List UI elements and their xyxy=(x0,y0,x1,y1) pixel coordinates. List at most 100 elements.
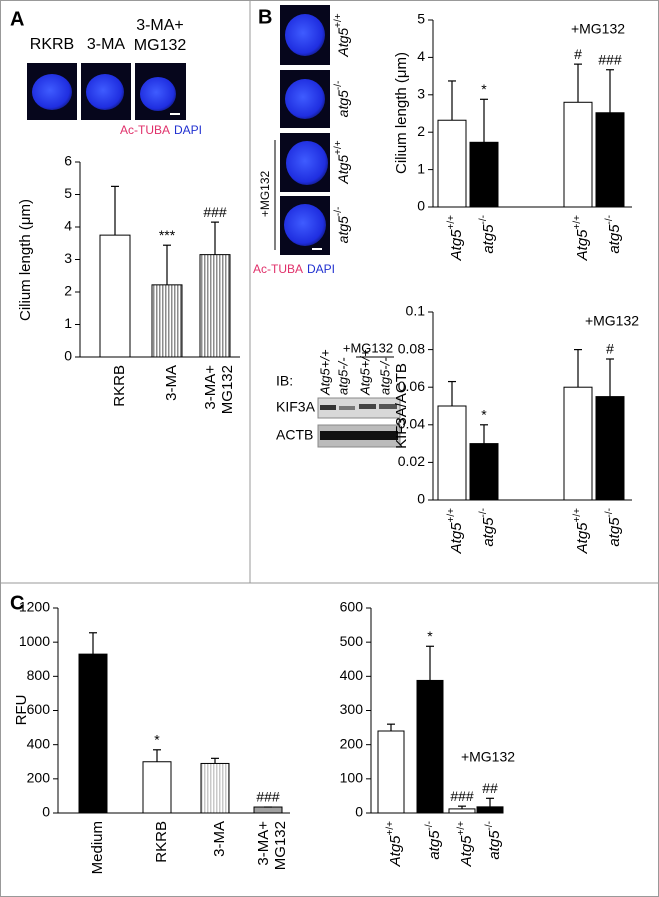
nucleus xyxy=(284,204,326,246)
western-blot: Atg5+/+ atg5-/- Atg5+/+ atg5-/- +MG132 I… xyxy=(276,340,401,448)
band xyxy=(320,431,398,440)
panel-label: B xyxy=(258,6,272,28)
y-tick-label: 4 xyxy=(417,48,425,64)
image-label: 3-MA xyxy=(87,36,126,53)
bar xyxy=(142,761,172,814)
y-axis-label: Cilium length (μm) xyxy=(393,52,410,174)
y-tick-label: 600 xyxy=(27,701,51,717)
bar xyxy=(448,808,476,814)
y-tick-label: 400 xyxy=(27,735,51,751)
bar-label: ## xyxy=(482,780,498,796)
bar xyxy=(437,119,467,208)
bar xyxy=(253,806,283,814)
annotation: +MG132 xyxy=(585,313,639,329)
bar-label: * xyxy=(481,407,487,423)
nucleus xyxy=(285,14,325,56)
x-tick-label: Atg5+/+ xyxy=(572,215,591,261)
y-axis-label: KIF3A/ACTB xyxy=(393,363,410,449)
stain-label: DAPI xyxy=(174,123,202,137)
bar xyxy=(99,234,131,358)
stain-label: DAPI xyxy=(307,262,335,276)
stain-label: Ac-TUBA xyxy=(253,262,303,276)
band xyxy=(379,404,397,409)
image-label: RKRB xyxy=(30,36,74,53)
x-tick-label: atg5-/- xyxy=(424,821,443,860)
bar xyxy=(469,443,499,501)
y-tick-label: 5 xyxy=(64,185,72,201)
bar xyxy=(563,101,593,208)
y-tick-label: 0 xyxy=(355,804,363,820)
y-tick-label: 800 xyxy=(27,667,51,683)
treatment-label: +MG132 xyxy=(343,340,393,355)
y-tick-label: 0.02 xyxy=(398,453,425,469)
bar-chart: 0 0.02 0.04 0.06 0.08 0.1 KIF3A/ACTB Atg5+/+ * at… xyxy=(393,303,639,555)
y-tick-label: 200 xyxy=(27,770,51,786)
band xyxy=(339,406,355,410)
bar-label: ### xyxy=(450,788,474,804)
image-label: atg5-/- xyxy=(333,207,351,244)
x-tick-label: Atg5+/+ xyxy=(456,821,475,867)
y-axis-label: RFU xyxy=(13,695,30,726)
y-tick-label: 0 xyxy=(64,348,72,364)
bar xyxy=(595,396,625,501)
bar-chart: 0 200 400 600 800 1000 1200 RFU Medium * RKRB 3-MA #… xyxy=(13,599,290,874)
y-tick-label: 0 xyxy=(417,491,425,507)
image-label: Atg5+/+ xyxy=(333,140,351,184)
y-tick-label: 1 xyxy=(64,315,72,331)
bar-label: # xyxy=(606,341,614,357)
y-tick-label: 0.06 xyxy=(398,378,425,394)
lane-label: Atg5+/+ xyxy=(317,349,332,396)
lane-label: Atg5+/+ xyxy=(357,349,372,396)
x-tick-label: 3-MA+MG132 xyxy=(202,365,236,414)
y-tick-label: 2 xyxy=(417,123,425,139)
x-tick-label: atg5-/- xyxy=(478,508,497,547)
x-tick-label: 3-MA xyxy=(163,365,180,401)
bar xyxy=(78,653,108,814)
nucleus xyxy=(286,141,328,185)
y-tick-label: 300 xyxy=(340,701,364,717)
micrographs-a: RKRB 3-MA 3-MA+ MG132 Ac-TUBA DAPI xyxy=(27,17,202,137)
bar-label: ### xyxy=(203,204,227,220)
x-tick-label: RKRB xyxy=(153,821,170,863)
bar xyxy=(469,141,499,208)
x-tick-label: Medium xyxy=(89,821,106,874)
x-tick-label: Atg5+/+ xyxy=(572,508,591,554)
band xyxy=(359,404,376,409)
x-tick-label: atg5-/- xyxy=(478,215,497,254)
y-tick-label: 0.1 xyxy=(406,303,426,319)
lane-label: atg5-/- xyxy=(335,357,350,395)
y-tick-label: 0 xyxy=(42,804,50,820)
y-tick-label: 3 xyxy=(64,250,72,266)
y-tick-label: 0 xyxy=(417,198,425,214)
bar-label: ### xyxy=(256,789,280,805)
bar-chart: 0 1 2 3 4 5 Cilium length (μm) Atg5+/+ * atg5-/- #… xyxy=(393,11,632,261)
bar-label: ### xyxy=(598,51,622,67)
y-tick-label: 5 xyxy=(417,11,425,27)
y-tick-label: 2 xyxy=(64,283,72,299)
blot-row-label: ACTB xyxy=(276,427,313,443)
bar xyxy=(595,112,625,208)
blot-row-label: KIF3A xyxy=(276,399,316,415)
y-tick-label: 3 xyxy=(417,86,425,102)
image-label: 3-MA+ MG132 xyxy=(134,17,187,54)
y-tick-label: 1200 xyxy=(19,599,50,615)
y-tick-label: 200 xyxy=(340,735,364,751)
y-tick-label: 6 xyxy=(64,153,72,169)
bar xyxy=(563,386,593,501)
x-tick-label: Atg5+/+ xyxy=(446,508,465,554)
y-tick-label: 500 xyxy=(340,633,364,649)
bar xyxy=(151,284,183,358)
y-tick-label: 100 xyxy=(340,770,364,786)
micrographs-b: Atg5+/+ atg5-/- Atg5+/+ atg5-/- +MG132 A… xyxy=(253,5,351,276)
bar-chart: 0 1 2 3 4 5 6 Cilium length (μm) RKRB *** 3-MA ### 3… xyxy=(17,153,240,414)
nucleus xyxy=(285,79,325,119)
bar xyxy=(416,679,444,814)
x-tick-label: Atg5+/+ xyxy=(446,215,465,261)
y-tick-label: 1 xyxy=(417,160,425,176)
y-tick-label: 1000 xyxy=(19,633,50,649)
y-tick-label: 400 xyxy=(340,667,364,683)
bar-label: * xyxy=(154,731,160,747)
annotation: +MG132 xyxy=(461,749,515,765)
bar-label: * xyxy=(427,628,433,644)
